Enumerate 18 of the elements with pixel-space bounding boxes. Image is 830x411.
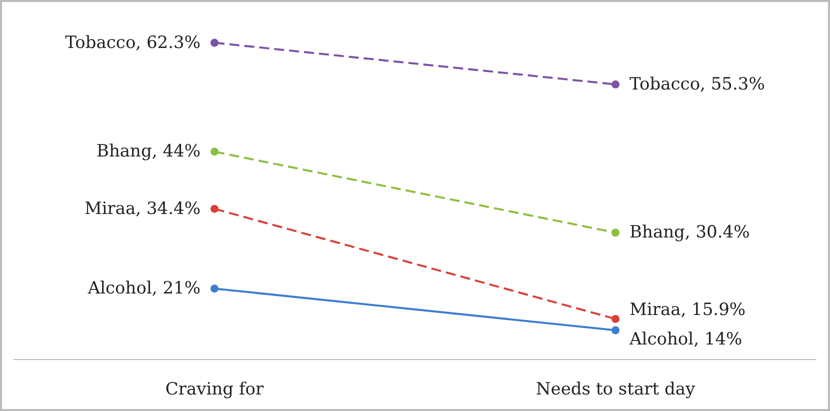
data-label: Miraa, 15.9%	[630, 300, 746, 320]
data-label: Alcohol, 14%	[628, 329, 742, 350]
point	[210, 38, 218, 47]
x-tick-label: Needs to start day	[536, 380, 696, 400]
data-label: Tobacco, 62.3%	[65, 32, 200, 53]
point	[210, 148, 218, 156]
x-tick-label: Craving for	[165, 380, 264, 400]
data-label: Bhang, 30.4%	[630, 222, 750, 243]
point	[612, 80, 620, 88]
data-label: Miraa, 34.4%	[84, 198, 200, 219]
point	[210, 284, 218, 293]
point	[612, 326, 620, 334]
point	[210, 204, 218, 213]
point	[612, 228, 620, 237]
data-label: Alcohol, 21%	[86, 278, 200, 299]
data-label: Bhang, 44%	[96, 142, 200, 162]
point	[612, 314, 620, 323]
data-label: Tobacco, 55.3%	[630, 74, 765, 94]
